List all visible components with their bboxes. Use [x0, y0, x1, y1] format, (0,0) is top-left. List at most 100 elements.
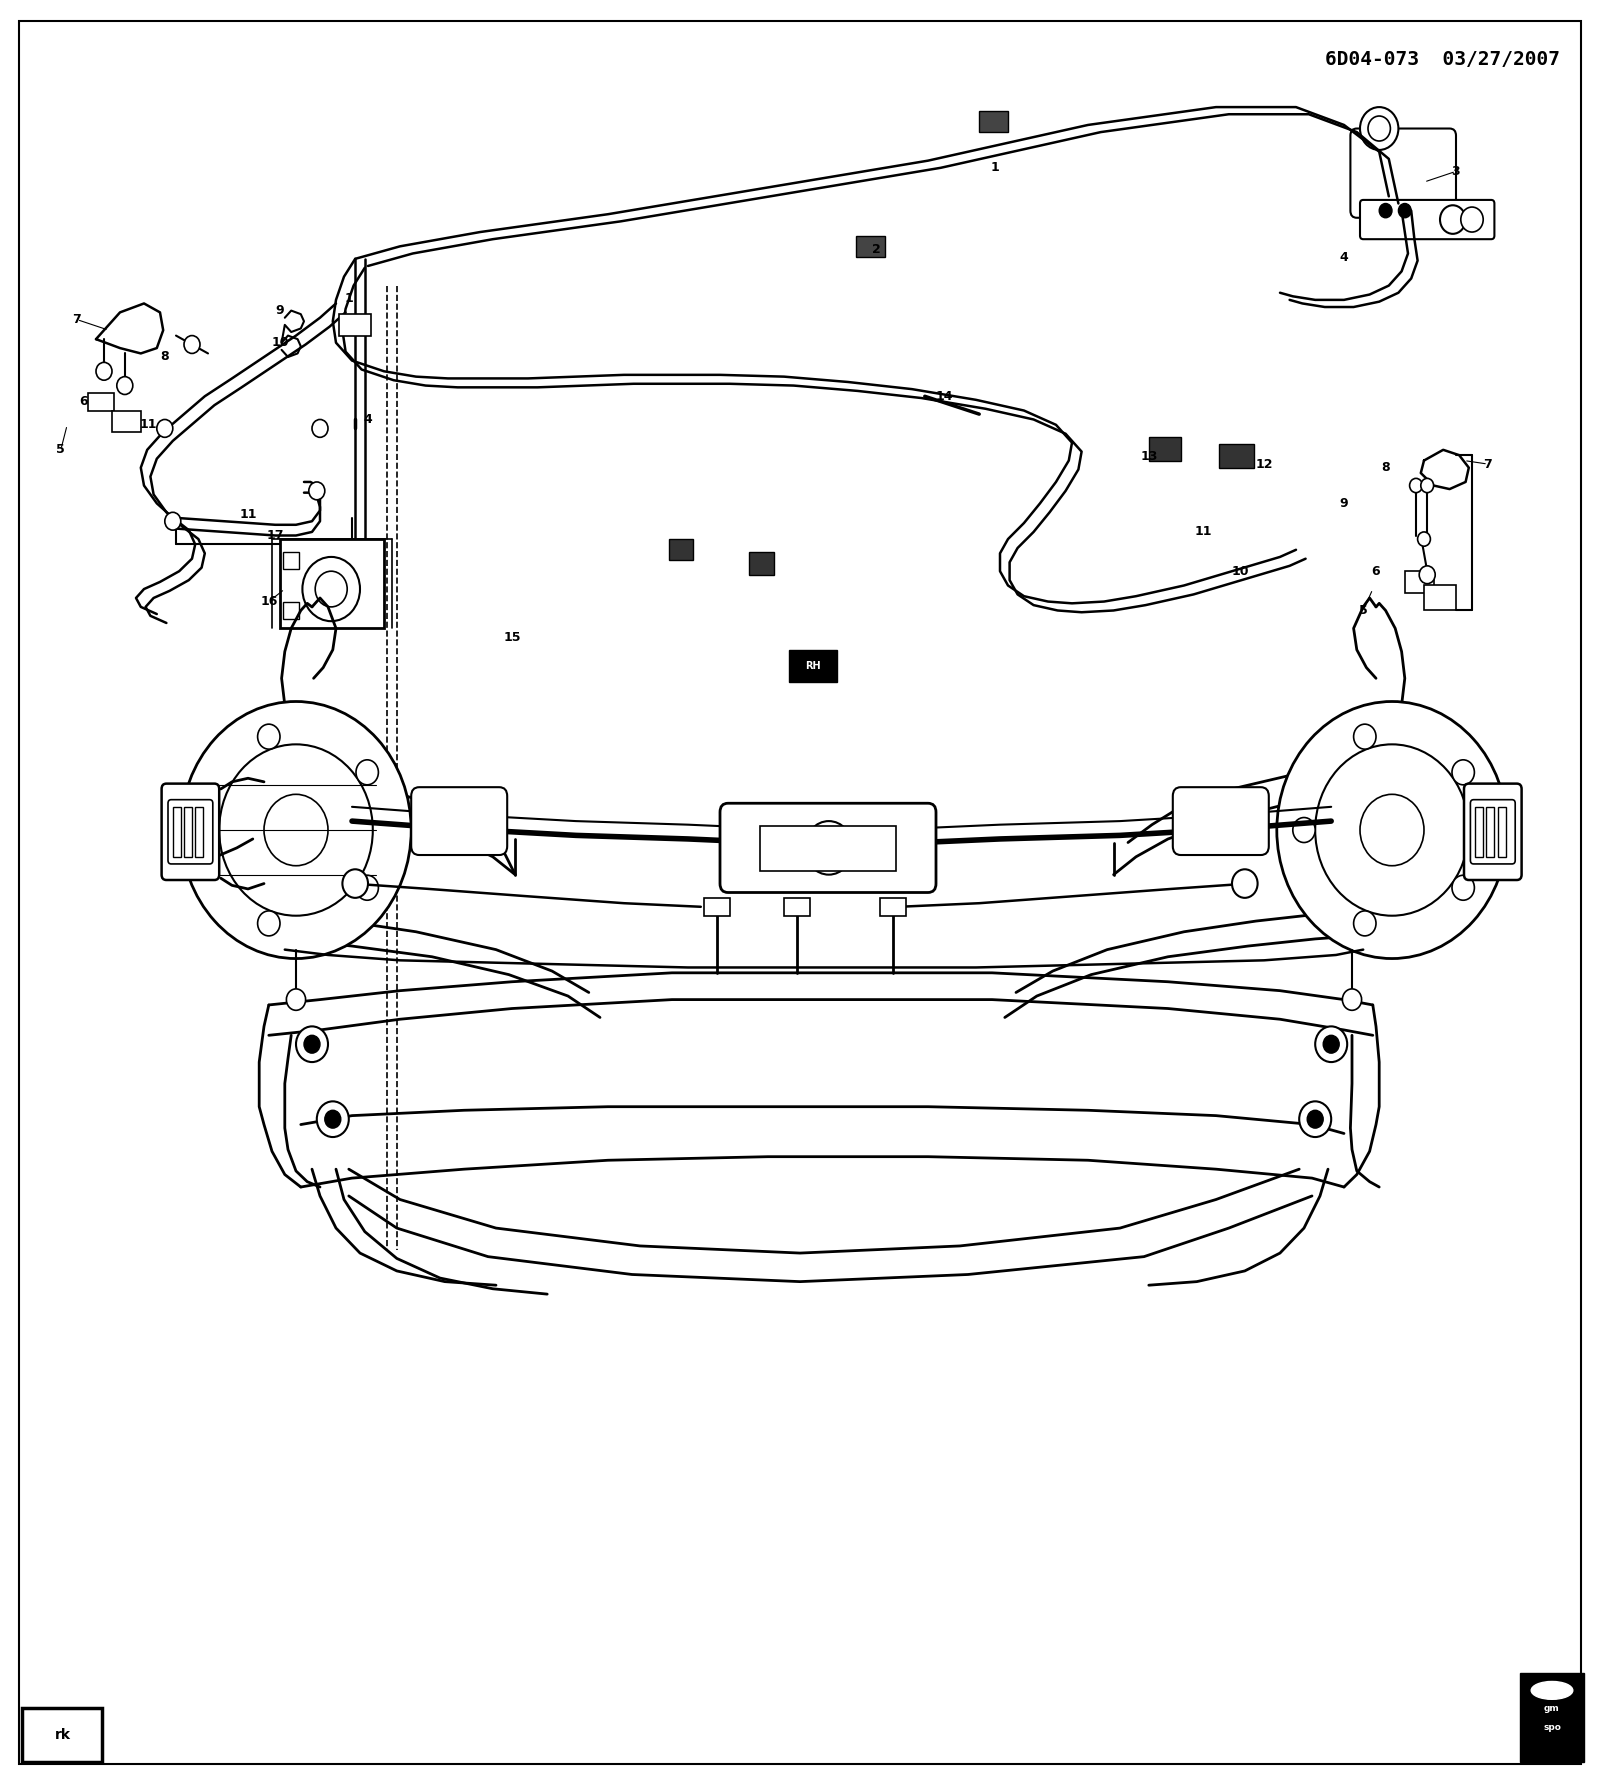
- Circle shape: [1360, 107, 1398, 150]
- Text: 7: 7: [72, 312, 82, 327]
- FancyBboxPatch shape: [162, 784, 219, 880]
- Circle shape: [325, 1110, 341, 1128]
- Circle shape: [1419, 566, 1435, 584]
- Circle shape: [355, 875, 378, 900]
- Ellipse shape: [739, 1034, 829, 1066]
- Ellipse shape: [1531, 1681, 1573, 1699]
- Bar: [1149, 437, 1181, 461]
- Circle shape: [1354, 725, 1376, 750]
- Text: 4: 4: [1339, 250, 1349, 264]
- Text: 9: 9: [275, 303, 285, 318]
- Bar: [1498, 807, 1506, 857]
- FancyBboxPatch shape: [1350, 129, 1456, 218]
- Circle shape: [117, 377, 133, 394]
- Bar: [88, 393, 114, 411]
- Text: 6D04-073  03/27/2007: 6D04-073 03/27/2007: [1325, 50, 1560, 70]
- Text: 10: 10: [1232, 564, 1248, 578]
- Bar: [283, 602, 299, 619]
- Bar: [1219, 444, 1254, 468]
- Circle shape: [1398, 203, 1411, 218]
- Bar: [1486, 807, 1494, 857]
- Text: 1: 1: [344, 291, 354, 305]
- Ellipse shape: [453, 1034, 541, 1066]
- Circle shape: [219, 744, 373, 916]
- Text: 17: 17: [267, 528, 283, 543]
- Bar: [784, 898, 810, 916]
- Text: 5: 5: [1358, 603, 1368, 618]
- Circle shape: [355, 760, 378, 785]
- Text: 1: 1: [990, 161, 1000, 175]
- Circle shape: [1421, 478, 1434, 493]
- Circle shape: [302, 557, 360, 621]
- Circle shape: [184, 336, 200, 353]
- Circle shape: [1440, 205, 1466, 234]
- FancyBboxPatch shape: [1464, 784, 1522, 880]
- Bar: [195, 807, 203, 857]
- Circle shape: [286, 989, 306, 1010]
- Text: 6: 6: [1371, 564, 1381, 578]
- Circle shape: [296, 1026, 328, 1062]
- FancyBboxPatch shape: [411, 787, 507, 855]
- Circle shape: [197, 818, 219, 843]
- Bar: [1424, 585, 1456, 610]
- Text: spo: spo: [1542, 1723, 1562, 1733]
- FancyBboxPatch shape: [1173, 787, 1269, 855]
- Text: 8: 8: [1381, 461, 1390, 475]
- Bar: [880, 898, 906, 916]
- Bar: [173, 807, 181, 857]
- Bar: [789, 650, 837, 682]
- Bar: [22, 1708, 102, 1762]
- Text: 6: 6: [78, 394, 88, 409]
- Circle shape: [181, 702, 411, 959]
- Text: 5: 5: [56, 443, 66, 457]
- Circle shape: [309, 482, 325, 500]
- FancyBboxPatch shape: [1470, 800, 1515, 864]
- Bar: [1405, 571, 1434, 593]
- Text: 2: 2: [872, 243, 882, 257]
- Bar: [760, 826, 896, 871]
- Circle shape: [258, 725, 280, 750]
- Circle shape: [1293, 818, 1315, 843]
- Circle shape: [1410, 478, 1422, 493]
- Circle shape: [1451, 760, 1474, 785]
- Circle shape: [1315, 1026, 1347, 1062]
- Text: 13: 13: [1141, 450, 1157, 464]
- Circle shape: [157, 419, 173, 437]
- Circle shape: [1379, 203, 1392, 218]
- Circle shape: [1368, 116, 1390, 141]
- Bar: [1520, 1673, 1584, 1762]
- Bar: [856, 236, 885, 257]
- Circle shape: [1451, 875, 1474, 900]
- FancyBboxPatch shape: [1360, 200, 1494, 239]
- Circle shape: [805, 821, 853, 875]
- Text: RH: RH: [805, 660, 821, 671]
- Circle shape: [1342, 989, 1362, 1010]
- Circle shape: [1299, 1101, 1331, 1137]
- FancyBboxPatch shape: [168, 800, 213, 864]
- Circle shape: [264, 794, 328, 866]
- Text: 15: 15: [504, 630, 520, 644]
- Bar: [283, 552, 299, 569]
- Circle shape: [317, 1101, 349, 1137]
- Bar: [184, 807, 192, 857]
- Bar: [339, 314, 371, 336]
- Circle shape: [315, 571, 347, 607]
- Text: 11: 11: [1195, 525, 1211, 539]
- Circle shape: [1360, 794, 1424, 866]
- Circle shape: [1315, 744, 1469, 916]
- Text: rk: rk: [54, 1728, 70, 1742]
- Bar: [704, 898, 730, 916]
- Text: gm: gm: [1544, 1703, 1560, 1714]
- Circle shape: [304, 1035, 320, 1053]
- Text: 8: 8: [160, 350, 170, 364]
- Text: 16: 16: [261, 594, 277, 609]
- Bar: [1475, 807, 1483, 857]
- Circle shape: [258, 910, 280, 935]
- Circle shape: [342, 869, 368, 898]
- Text: 12: 12: [1256, 457, 1272, 471]
- Bar: [669, 539, 693, 560]
- Circle shape: [312, 419, 328, 437]
- Circle shape: [1354, 910, 1376, 935]
- Bar: [749, 552, 774, 575]
- Bar: [112, 411, 141, 432]
